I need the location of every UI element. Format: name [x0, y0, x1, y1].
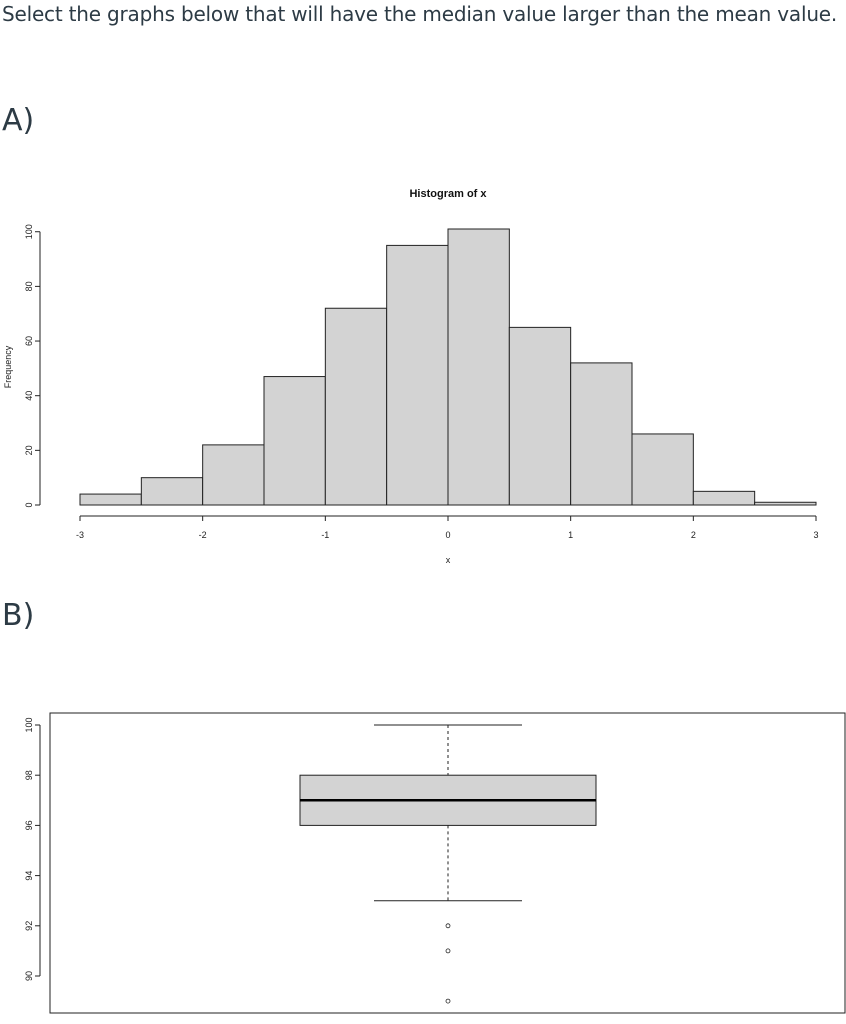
option-a-label: A): [2, 103, 35, 138]
x-tick-label: -3: [76, 530, 84, 540]
y-tick-label: 90: [24, 971, 34, 981]
x-tick-label: -2: [199, 530, 207, 540]
y-tick-label: 94: [24, 871, 34, 881]
y-tick-label: 40: [24, 391, 34, 401]
y-tick-label: 0: [24, 502, 34, 507]
question-text: Select the graphs below that will have t…: [2, 2, 838, 26]
x-tick-label: -1: [321, 530, 329, 540]
histogram-bar: [140, 477, 204, 506]
histogram-bar: [570, 362, 633, 506]
x-tick-label: 0: [445, 530, 450, 540]
outlier-point: [445, 998, 451, 1004]
x-tick-label: 2: [691, 530, 696, 540]
x-tick-label: 3: [813, 530, 818, 540]
x-axis-label: x: [446, 555, 451, 565]
y-tick-label: 20: [24, 445, 34, 455]
histogram-bar: [754, 501, 817, 506]
histogram-bar: [692, 490, 756, 506]
chart-title: Histogram of x: [409, 188, 487, 200]
plot-frame: [49, 712, 846, 1014]
y-tick-label: 92: [24, 921, 34, 931]
y-axis-label: Frequency: [3, 345, 13, 388]
y-tick-label: 100: [24, 224, 34, 239]
histogram-bar: [447, 228, 510, 506]
y-tick-label: 80: [24, 281, 34, 291]
y-tick-label: 98: [24, 770, 34, 780]
x-tick-label: 1: [568, 530, 573, 540]
outlier-point: [445, 948, 451, 954]
y-tick-label: 100: [24, 717, 34, 732]
histogram-bar: [508, 326, 572, 506]
histogram-bar: [386, 244, 449, 506]
histogram-chart: Histogram of x -3 -2 -1 0 1 2 3 x 0 20 40 60 80 100 Fre…: [3, 188, 819, 565]
histogram-bar: [631, 433, 694, 506]
y-tick-label: 60: [24, 336, 34, 346]
outlier-point: [445, 923, 451, 929]
y-tick-label: 96: [24, 820, 34, 830]
option-b-label: B): [2, 598, 35, 633]
